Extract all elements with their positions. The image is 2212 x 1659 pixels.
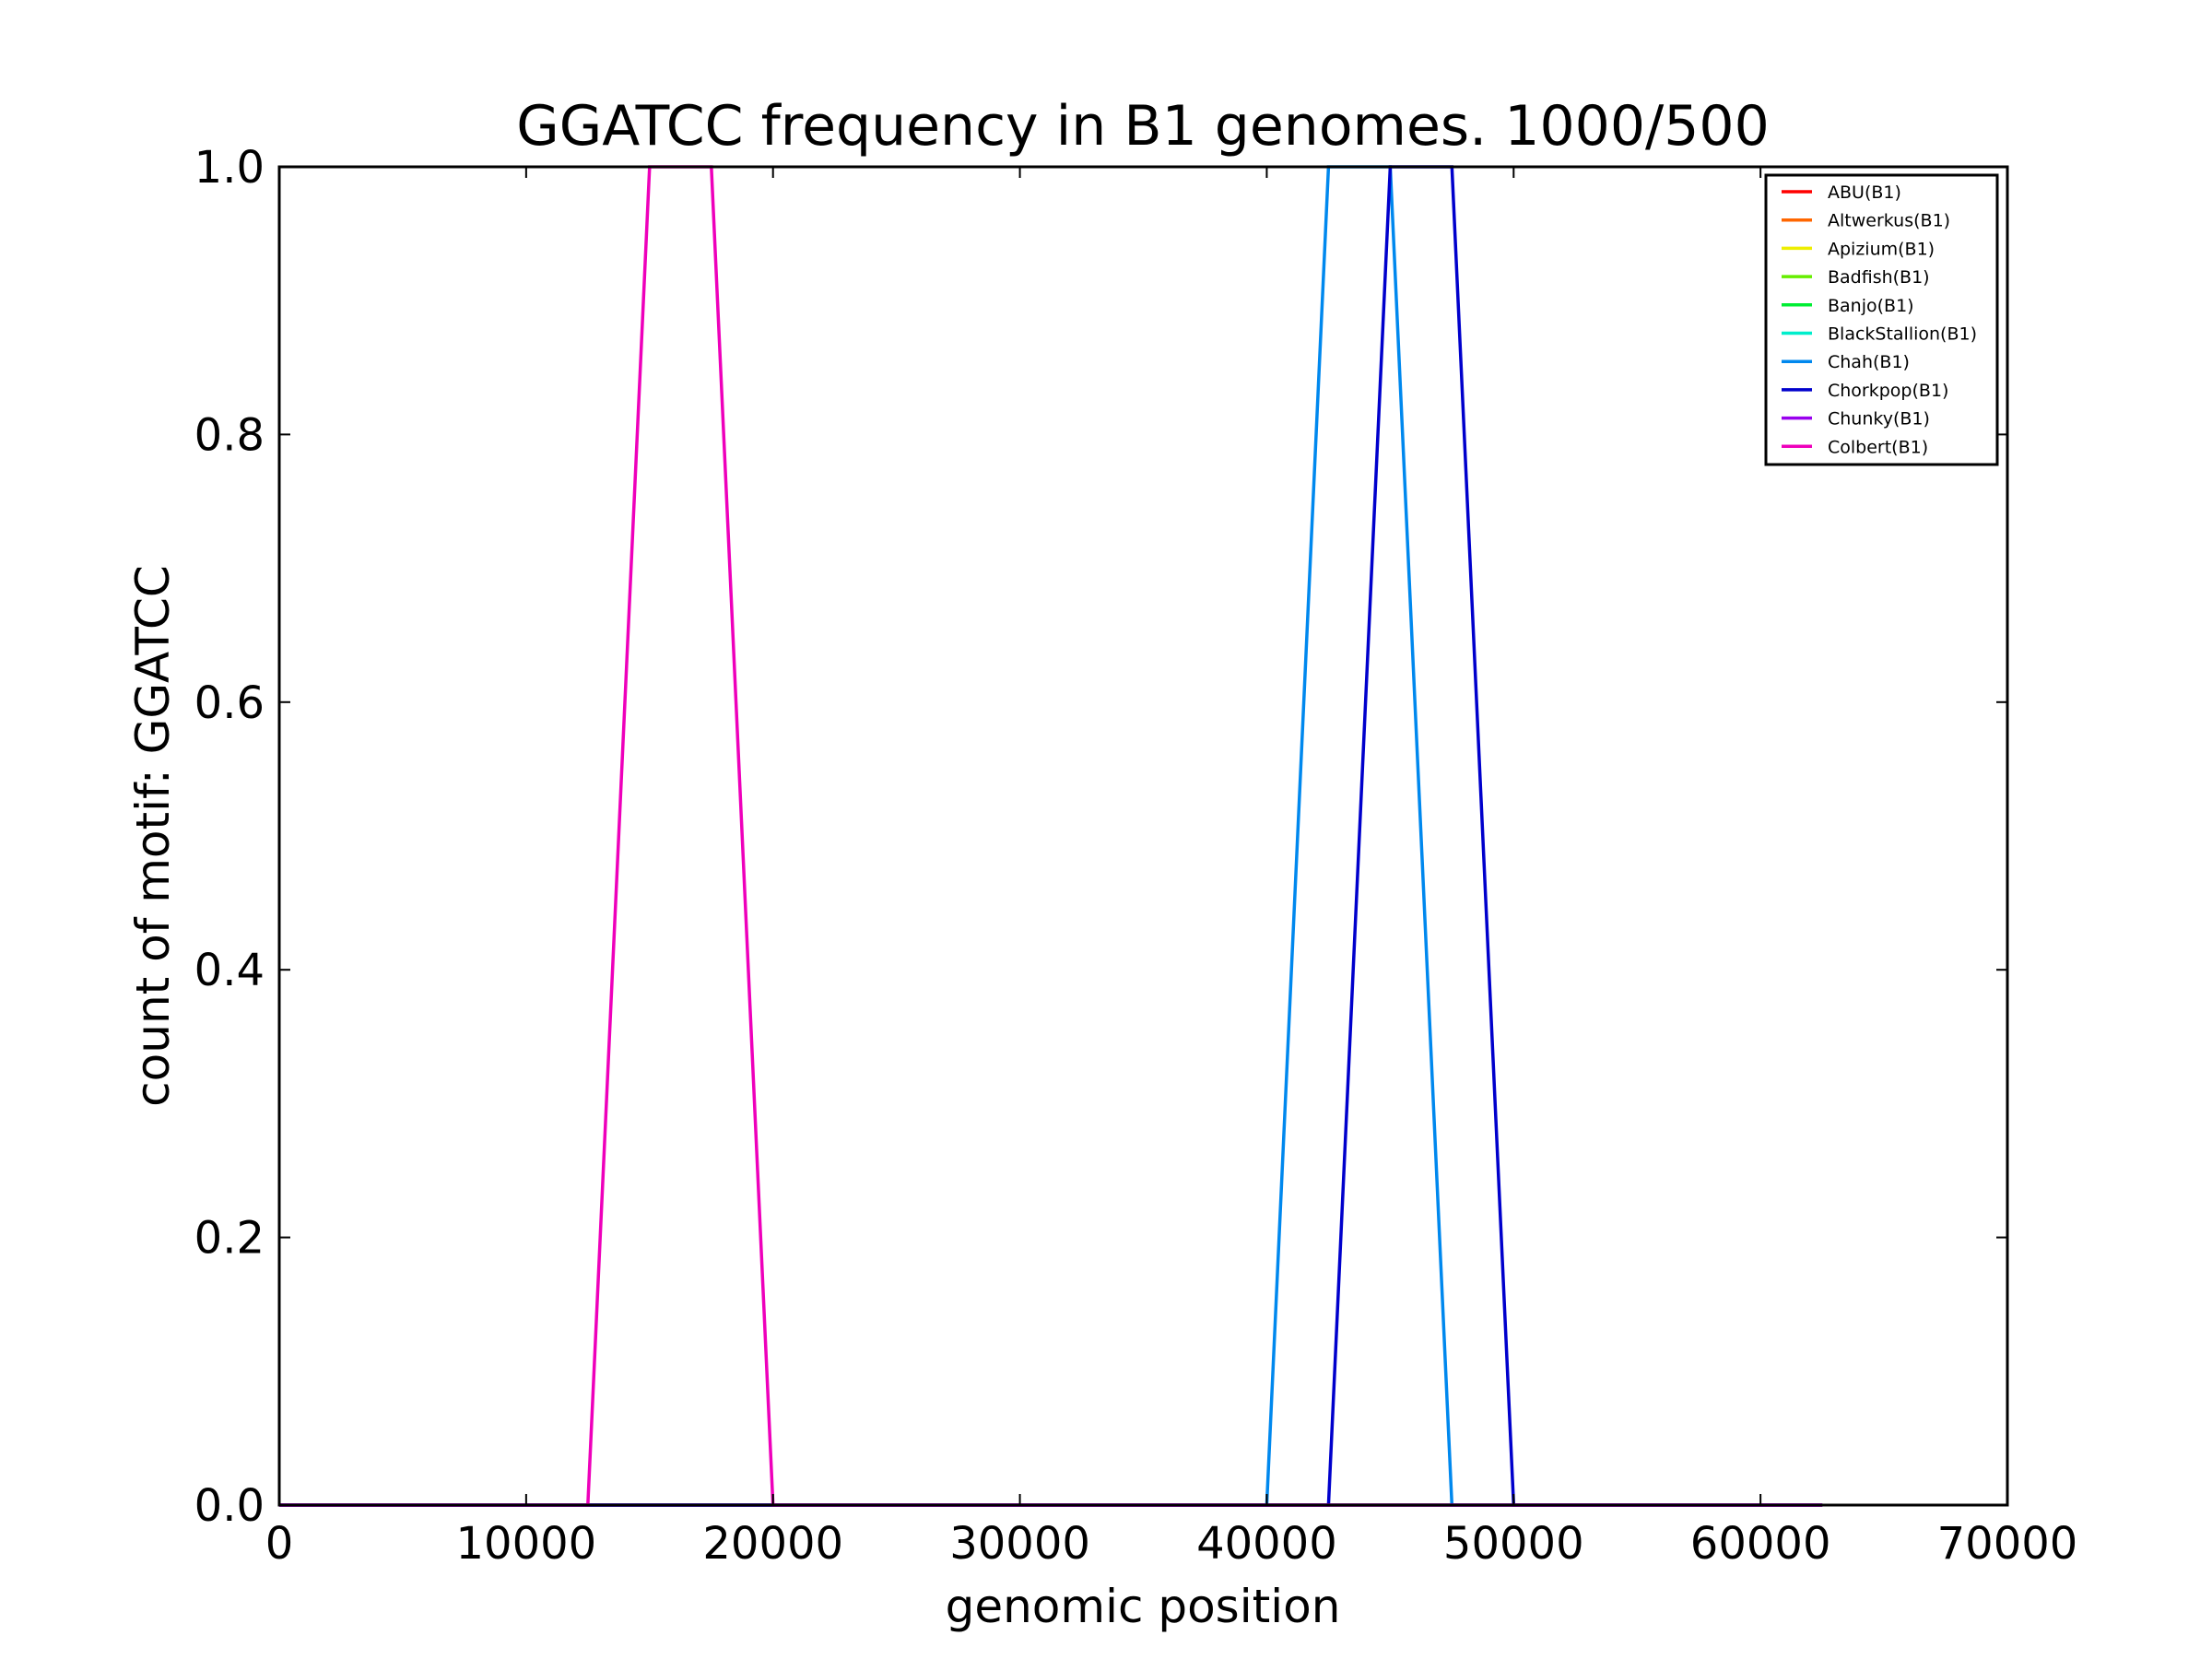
legend-label: Badfish(B1) [1828, 267, 1930, 288]
x-axis-label: genomic position [946, 1580, 1341, 1633]
legend-label: Altwerkus(B1) [1828, 211, 1950, 231]
y-tick-label: 0.2 [194, 1213, 265, 1265]
chart-title: GGATCC frequency in B1 genomes. 1000/500 [516, 94, 1770, 159]
legend-label: Banjo(B1) [1828, 296, 1914, 316]
y-tick-label: 1.0 [194, 142, 265, 194]
y-axis-label: count of motif: GGATCC [126, 565, 180, 1107]
x-tick-label: 70000 [1937, 1518, 2078, 1570]
legend-label: ABU(B1) [1828, 182, 1901, 203]
legend-box [1764, 173, 1999, 466]
ticks-layer: 0 10000 20000 30000 40000 50000 60000 70000 0.0 0… [194, 142, 2078, 1570]
x-tick-label: 0 [265, 1518, 294, 1570]
x-tick-label: 60000 [1690, 1518, 1831, 1570]
x-tick-label: 20000 [702, 1518, 843, 1570]
legend: ABU(B1) Altwerkus(B1) Apizium(B1) Badfish(B… [1764, 173, 1999, 466]
legend-label: BlackStallion(B1) [1828, 324, 1977, 345]
legend-label: Colbert(B1) [1828, 437, 1928, 457]
legend-label: Chah(B1) [1828, 352, 1910, 372]
axes-frame [277, 165, 2009, 1507]
legend-label: Apizium(B1) [1828, 239, 1935, 259]
y-tick-label: 0.0 [194, 1480, 265, 1532]
legend-label: Chunky(B1) [1828, 409, 1930, 429]
x-tick-label: 40000 [1196, 1518, 1337, 1570]
legend-label: Chorkpop(B1) [1828, 381, 1948, 401]
x-tick-label: 10000 [456, 1518, 597, 1570]
x-tick-label: 30000 [949, 1518, 1090, 1570]
plot-area [279, 167, 2007, 1505]
y-tick-label: 0.6 [194, 677, 265, 729]
y-tick-label: 0.8 [194, 409, 265, 461]
y-tick-label: 0.4 [194, 945, 265, 996]
x-tick-label: 50000 [1443, 1518, 1584, 1570]
